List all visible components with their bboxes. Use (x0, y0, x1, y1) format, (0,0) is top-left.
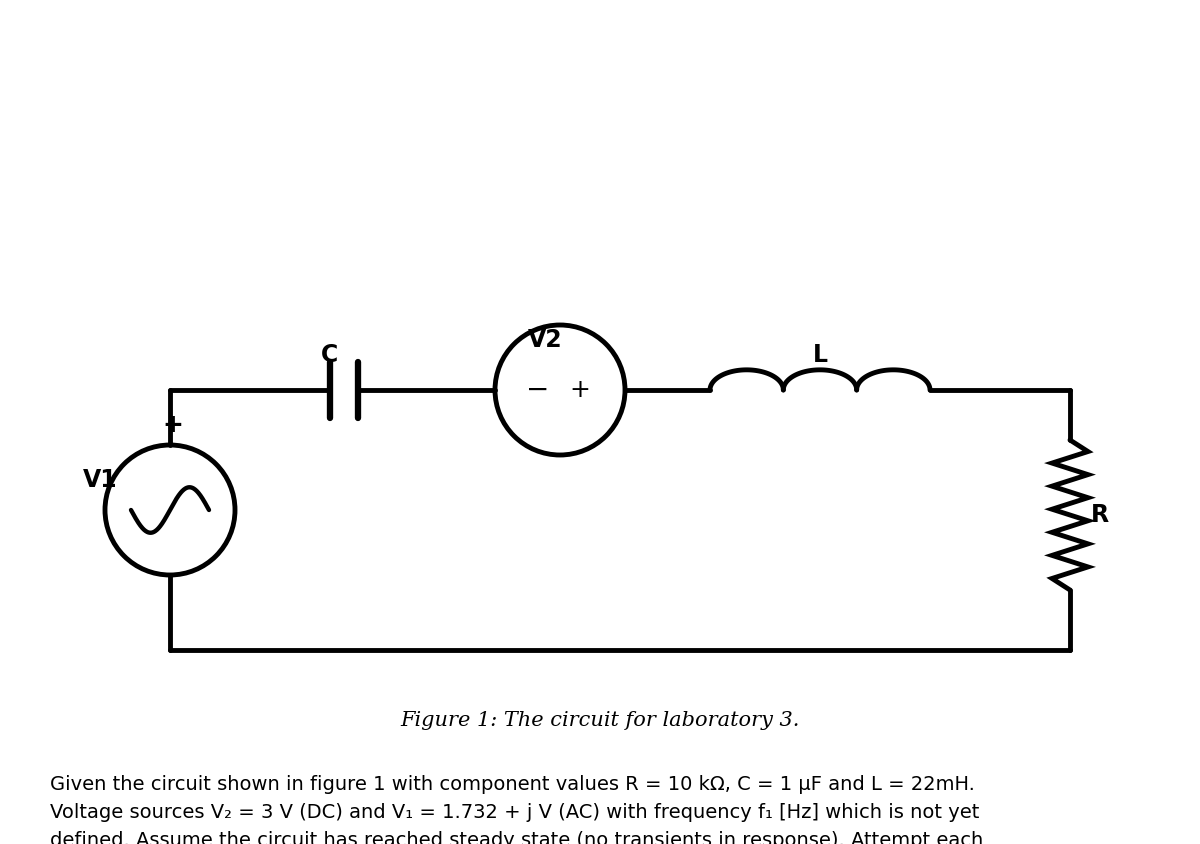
Text: +: + (570, 378, 590, 402)
Text: C: C (322, 343, 338, 367)
Text: Figure 1: The circuit for laboratory 3.: Figure 1: The circuit for laboratory 3. (401, 711, 799, 729)
Text: R: R (1091, 503, 1109, 527)
Text: +: + (163, 413, 184, 437)
Text: −: − (527, 376, 550, 404)
Text: L: L (812, 343, 828, 367)
Text: V2: V2 (528, 328, 563, 352)
Text: defined. Assume the circuit has reached steady state (no transients in response): defined. Assume the circuit has reached … (50, 831, 983, 844)
Text: Given the circuit shown in figure 1 with component values R = 10 kΩ, C = 1 μF an: Given the circuit shown in figure 1 with… (50, 775, 974, 794)
Text: V1: V1 (83, 468, 118, 492)
Text: Voltage sources V₂ = 3 V (DC) and V₁ = 1.732 + j V (AC) with frequency f₁ [Hz] w: Voltage sources V₂ = 3 V (DC) and V₁ = 1… (50, 803, 979, 822)
